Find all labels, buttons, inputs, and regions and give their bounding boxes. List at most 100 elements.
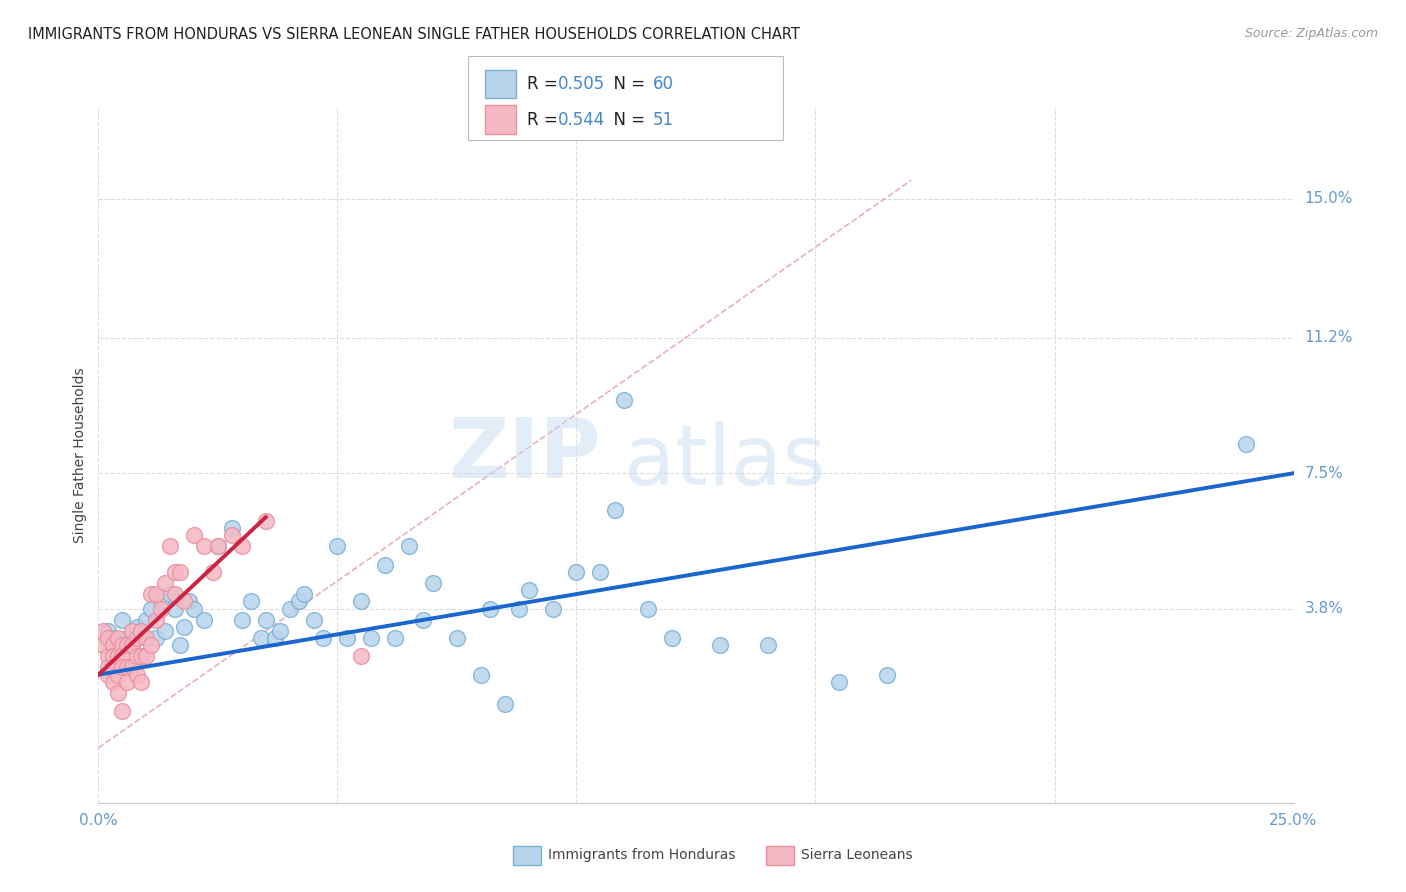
Point xyxy=(101,660,124,674)
Point xyxy=(135,649,157,664)
Point xyxy=(446,631,468,645)
Text: 60: 60 xyxy=(652,75,673,93)
Point xyxy=(121,638,143,652)
Point xyxy=(360,631,382,645)
Point xyxy=(661,631,683,645)
Point xyxy=(125,649,148,664)
Point xyxy=(374,558,396,572)
Point xyxy=(173,594,195,608)
Point xyxy=(494,697,516,711)
Point xyxy=(91,624,114,638)
Point xyxy=(565,565,588,579)
Point xyxy=(121,660,143,674)
Point xyxy=(517,583,540,598)
Point xyxy=(254,613,277,627)
Point xyxy=(207,540,229,554)
Text: ZIP: ZIP xyxy=(449,415,600,495)
Point xyxy=(412,613,434,627)
Point xyxy=(125,667,148,681)
Point xyxy=(115,660,138,674)
Point xyxy=(107,649,129,664)
Text: 15.0%: 15.0% xyxy=(1305,191,1353,206)
Point xyxy=(135,613,157,627)
Point xyxy=(541,601,564,615)
Point xyxy=(135,631,157,645)
Point xyxy=(163,587,186,601)
Point xyxy=(179,594,201,608)
Point xyxy=(312,631,335,645)
Point xyxy=(470,667,492,681)
Point xyxy=(613,392,636,407)
Text: Immigrants from Honduras: Immigrants from Honduras xyxy=(548,848,735,863)
Point xyxy=(131,675,153,690)
Text: N =: N = xyxy=(603,111,651,128)
Point xyxy=(398,540,420,554)
Point xyxy=(155,624,177,638)
Text: Sierra Leoneans: Sierra Leoneans xyxy=(801,848,912,863)
Point xyxy=(183,601,205,615)
Point xyxy=(139,587,162,601)
Point xyxy=(97,667,120,681)
Point xyxy=(278,601,301,615)
Point xyxy=(221,528,243,542)
Point xyxy=(97,624,120,638)
Point xyxy=(155,576,177,591)
Point xyxy=(121,638,143,652)
Point xyxy=(145,587,167,601)
Point xyxy=(384,631,406,645)
Point xyxy=(169,565,191,579)
Point xyxy=(111,613,134,627)
Point xyxy=(115,631,138,645)
Point xyxy=(101,649,124,664)
Text: atlas: atlas xyxy=(624,421,825,502)
Point xyxy=(107,631,129,645)
Point xyxy=(207,540,229,554)
Point xyxy=(139,638,162,652)
Point xyxy=(756,638,779,652)
Text: 0.544: 0.544 xyxy=(558,111,606,128)
Point xyxy=(97,631,120,645)
Point xyxy=(193,613,215,627)
Point xyxy=(101,638,124,652)
Point xyxy=(264,631,287,645)
Text: 7.5%: 7.5% xyxy=(1305,466,1343,481)
Point xyxy=(115,638,138,652)
Point xyxy=(97,660,120,674)
Point xyxy=(709,638,731,652)
Point xyxy=(107,686,129,700)
Point xyxy=(876,667,898,681)
Point xyxy=(269,624,291,638)
Point xyxy=(169,638,191,652)
Point xyxy=(111,660,134,674)
Point xyxy=(1234,437,1257,451)
Point xyxy=(115,675,138,690)
Point xyxy=(111,704,134,718)
Text: 3.8%: 3.8% xyxy=(1305,601,1344,616)
Point xyxy=(350,649,373,664)
Text: 11.2%: 11.2% xyxy=(1305,330,1353,345)
Point xyxy=(479,601,502,615)
Point xyxy=(422,576,444,591)
Point xyxy=(131,624,153,638)
Point xyxy=(292,587,315,601)
Point xyxy=(202,565,225,579)
Point xyxy=(589,565,612,579)
Point xyxy=(163,601,186,615)
Text: N =: N = xyxy=(603,75,651,93)
Point xyxy=(221,521,243,535)
Point xyxy=(107,667,129,681)
Point xyxy=(637,601,659,615)
Point xyxy=(125,620,148,634)
Point xyxy=(163,565,186,579)
Point xyxy=(159,540,181,554)
Point xyxy=(828,675,851,690)
Point xyxy=(603,503,626,517)
Point xyxy=(254,514,277,528)
Point xyxy=(336,631,359,645)
Point xyxy=(183,528,205,542)
Point xyxy=(326,540,349,554)
Y-axis label: Single Father Households: Single Father Households xyxy=(73,368,87,542)
Point xyxy=(149,601,172,615)
Point xyxy=(173,620,195,634)
Point xyxy=(302,613,325,627)
